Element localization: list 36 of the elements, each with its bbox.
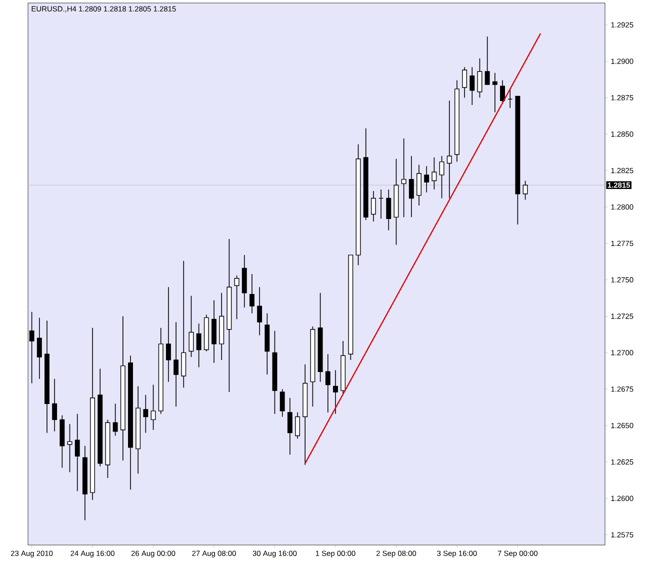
candlestick xyxy=(196,323,202,368)
candlestick xyxy=(401,138,406,218)
candlestick xyxy=(432,157,437,190)
candlestick xyxy=(112,403,118,436)
candlestick xyxy=(249,274,254,314)
candlestick xyxy=(181,260,186,388)
candlestick xyxy=(470,66,475,106)
candlestick xyxy=(67,424,72,473)
candlestick xyxy=(416,164,422,206)
candlestick xyxy=(188,295,194,358)
candlestick xyxy=(500,80,505,102)
candlestick xyxy=(484,36,490,85)
candlestick xyxy=(408,156,414,218)
candlestick xyxy=(386,189,392,231)
candlestick xyxy=(143,394,148,434)
candlestick xyxy=(439,156,444,199)
candlestick xyxy=(462,66,468,98)
candlestick xyxy=(424,166,430,193)
candlestick xyxy=(166,286,171,382)
candlestick xyxy=(477,58,482,98)
candlestick xyxy=(370,190,376,222)
candlestick xyxy=(446,100,452,199)
candlestick xyxy=(295,412,300,440)
candlestick xyxy=(287,397,292,456)
candlestick xyxy=(234,275,240,320)
candlestick xyxy=(257,286,262,336)
candlestick xyxy=(492,72,498,113)
candlestick xyxy=(333,370,338,414)
candlestick xyxy=(52,378,58,432)
candlestick xyxy=(36,317,42,380)
candlestick xyxy=(150,384,156,430)
candlestick xyxy=(74,413,80,492)
candlestick xyxy=(280,388,285,418)
candlestick xyxy=(522,180,528,200)
candlestick xyxy=(174,322,179,407)
candlestick xyxy=(325,354,330,413)
